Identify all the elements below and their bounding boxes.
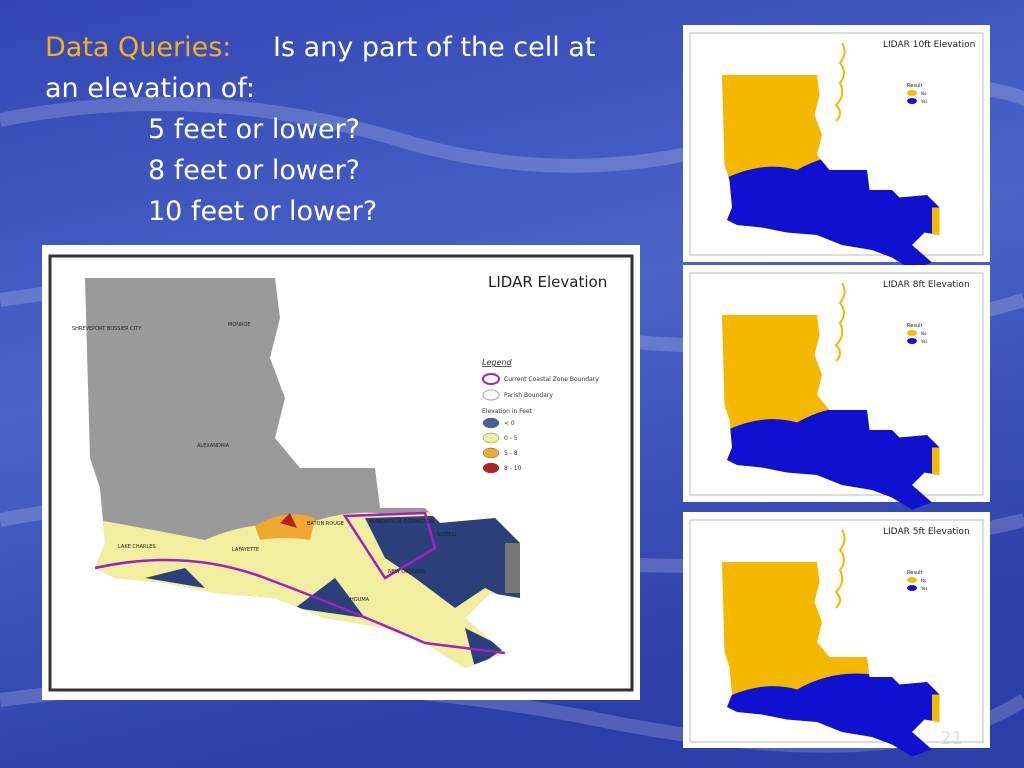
result-label: No — [921, 578, 927, 583]
question: 10 feet or lower? — [148, 196, 377, 227]
city-label: NEW ORLEANS — [388, 569, 425, 575]
legend-title: Legend — [482, 358, 512, 367]
city-label: ALEXANDRIA — [197, 443, 230, 449]
result-label: No — [921, 91, 927, 96]
result-map-panel: LIDAR 10ft Elevation Result No Yes — [683, 25, 990, 270]
no-area — [932, 207, 940, 235]
legend-subtitle: Elevation in Feet — [482, 408, 533, 415]
elevation-swatch — [482, 462, 500, 474]
main-legend: Legend Elevation in Feet Current Coastal… — [482, 358, 599, 474]
city-label: SHREVEPORT BOSSIER CITY — [72, 326, 142, 332]
legend-label: < 0 — [504, 420, 515, 427]
title-line: an elevation of: — [45, 73, 255, 104]
legend-label: 5 - 8 — [504, 450, 518, 457]
panel-border — [689, 272, 984, 496]
city-label: BATON ROUGE — [307, 521, 344, 527]
river — [834, 529, 846, 609]
result-swatch — [907, 585, 917, 591]
elevation-5-8 — [255, 514, 315, 540]
result-label: Yes — [920, 99, 927, 104]
legend-label: 8 - 10 — [504, 465, 522, 472]
coastal-zone-boundary — [94, 511, 506, 655]
result-swatch — [907, 90, 917, 96]
result-map-title: LIDAR 8ft Elevation — [883, 280, 970, 290]
no-area — [932, 694, 940, 722]
result-legend-title: Result — [907, 323, 922, 329]
title-rest: Is any part of the cell at — [273, 32, 595, 63]
legend-label: 0 - 5 — [504, 435, 518, 442]
water-area — [505, 543, 520, 593]
result-label: Yes — [920, 339, 927, 344]
result-map-title: LIDAR 10ft Elevation — [883, 40, 975, 50]
result-legend-title: Result — [907, 570, 922, 576]
legend-label: Current Coastal Zone Boundary — [504, 376, 599, 383]
title-highlight: Data Queries: — [45, 32, 231, 63]
river — [834, 42, 846, 122]
result-swatch — [907, 330, 917, 336]
elevation-swatch — [482, 417, 500, 429]
city-label: LAKE CHARLES — [118, 544, 156, 550]
question: 8 feet or lower? — [148, 155, 360, 186]
city-label: SLIDELL — [437, 532, 457, 538]
parish-swatch — [482, 389, 500, 401]
city-label: LAFAYETTE — [232, 547, 259, 553]
panel-border — [689, 519, 984, 743]
river — [834, 282, 846, 362]
elevation-8-10 — [280, 513, 297, 528]
legend-label: Parish Boundary — [504, 392, 553, 399]
no-area — [932, 447, 940, 475]
main-map-border — [48, 254, 634, 692]
result-map-panel: LIDAR 5ft Elevation Result No Yes — [683, 512, 990, 757]
result-swatch — [907, 98, 917, 104]
elevation-swatch — [482, 447, 500, 459]
result-map-title: LIDAR 5ft Elevation — [883, 527, 970, 537]
city-label: HOUMA — [350, 597, 370, 603]
panel-border — [689, 32, 984, 256]
question: 5 feet or lower? — [148, 114, 360, 145]
page-number: 21 — [940, 728, 963, 749]
result-label: Yes — [920, 586, 927, 591]
coastal-swatch — [482, 373, 500, 385]
city-label: MANDEVILLE COVINGTON — [370, 519, 434, 525]
result-legend-title: Result — [907, 83, 922, 89]
slide-heading: Data Queries: Is any part of the cell at… — [45, 32, 595, 227]
city-labels: SHREVEPORT BOSSIER CITY MONROE ALEXANDRIA L… — [72, 322, 457, 603]
elevation-swatch — [482, 432, 500, 444]
result-swatch — [907, 577, 917, 583]
city-label: MONROE — [228, 322, 251, 328]
result-swatch — [907, 338, 917, 344]
result-label: No — [921, 331, 927, 336]
main-map-title: LIDAR Elevation — [488, 273, 607, 291]
result-map-panel: LIDAR 8ft Elevation Result No Yes — [683, 265, 990, 510]
